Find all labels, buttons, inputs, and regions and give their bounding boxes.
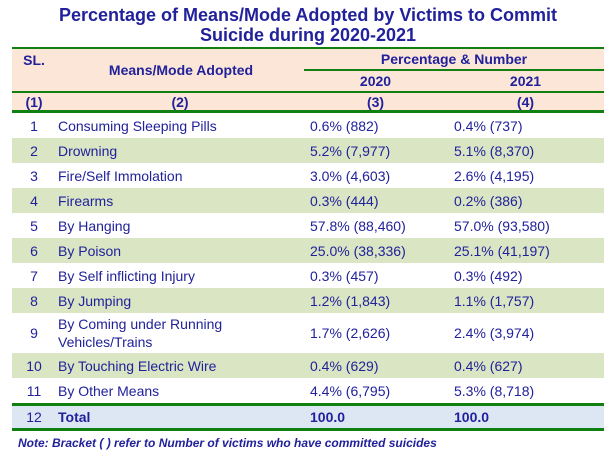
- cell-means: By Other Means: [58, 382, 160, 399]
- column-header-2021: 2021: [509, 73, 542, 89]
- column-index-row: (1) (2) (3) (4): [12, 93, 604, 110]
- total-top-border: [12, 403, 604, 406]
- column-index-4: (4): [516, 93, 535, 110]
- page-title: Percentage of Means/Mode Adopted by Vict…: [0, 0, 616, 45]
- header-group-underline: [304, 69, 604, 71]
- cell-2020: 25.0% (38,336): [310, 242, 406, 259]
- cell-total-label: Total: [58, 409, 91, 425]
- cell-sl: 7: [30, 267, 38, 284]
- table-bottom-border: [12, 428, 604, 431]
- cell-means: By Poison: [58, 242, 122, 259]
- cell-2021: 0.4% (737): [454, 117, 523, 134]
- table-row: 4 Firearms 0.3% (444) 0.2% (386): [12, 188, 604, 213]
- cell-means: Fire/Self Immolation: [58, 167, 183, 184]
- cell-2020: 1.7% (2,626): [310, 325, 391, 341]
- index-row-divider: [12, 110, 604, 113]
- cell-2020: 57.8% (88,460): [310, 217, 406, 234]
- cell-2020: 0.4% (629): [310, 357, 379, 374]
- cell-2020: 0.3% (444): [310, 192, 379, 209]
- cell-2021: 5.1% (8,370): [454, 142, 535, 159]
- cell-sl: 4: [30, 192, 38, 209]
- table-top-border: [12, 47, 604, 49]
- cell-2020: 0.3% (457): [310, 267, 379, 284]
- table-row: 6 By Poison 25.0% (38,336) 25.1% (41,197…: [12, 238, 604, 263]
- cell-sl: 10: [26, 357, 42, 374]
- cell-sl: 9: [30, 325, 38, 341]
- cell-2021: 1.1% (1,757): [454, 292, 535, 309]
- cell-2021-total: 100.0: [454, 409, 490, 425]
- column-header-2020: 2020: [359, 73, 392, 89]
- cell-2021: 2.4% (3,974): [454, 325, 535, 341]
- cell-2020: 4.4% (6,795): [310, 382, 391, 399]
- cell-sl: 1: [30, 117, 38, 134]
- column-header-means: Means/Mode Adopted: [108, 62, 254, 78]
- cell-sl: 3: [30, 167, 38, 184]
- column-header-group: Percentage & Number 2020 2021: [304, 49, 604, 91]
- cell-means: By Self inflicting Injury: [58, 267, 195, 284]
- table-header-row: SL. Means/Mode Adopted Percentage & Numb…: [12, 49, 604, 91]
- column-index-1: (1): [25, 93, 43, 110]
- cell-means: By Coming under Running Vehicles/Trains: [58, 316, 223, 350]
- cell-2021: 2.6% (4,195): [454, 167, 535, 184]
- column-index-2: (2): [171, 93, 189, 110]
- cell-sl: 8: [30, 292, 38, 309]
- cell-sl: 11: [26, 382, 42, 399]
- table-row: 5 By Hanging 57.8% (88,460) 57.0% (93,58…: [12, 213, 604, 238]
- page-title-line1: Percentage of Means/Mode Adopted by Vict…: [58, 5, 558, 25]
- cell-means: By Touching Electric Wire: [58, 357, 217, 374]
- header-divider: [12, 91, 604, 93]
- cell-means: Drowning: [58, 142, 118, 159]
- cell-sl: 5: [30, 217, 38, 234]
- total-row: 12 Total 100.0 100.0: [12, 406, 604, 428]
- cell-2021: 25.1% (41,197): [454, 242, 550, 259]
- cell-2020: 5.2% (7,977): [310, 142, 391, 159]
- column-header-percentage-number: Percentage & Number: [380, 51, 528, 67]
- cell-2021: 0.4% (627): [454, 357, 523, 374]
- cell-2021: 0.3% (492): [454, 267, 523, 284]
- table-row: 8 By Jumping 1.2% (1,843) 1.1% (1,757): [12, 288, 604, 313]
- column-header-sl: SL.: [23, 52, 45, 68]
- cell-means: By Jumping: [58, 292, 132, 309]
- footnote: Note: Bracket ( ) refer to Number of vic…: [18, 436, 437, 450]
- year-header-row: 2020 2021: [304, 71, 604, 91]
- data-table: SL. Means/Mode Adopted Percentage & Numb…: [12, 47, 604, 431]
- table-row: 10 By Touching Electric Wire 0.4% (629) …: [12, 353, 604, 378]
- table-body: 1 Consuming Sleeping Pills 0.6% (882) 0.…: [12, 113, 604, 403]
- cell-2021: 0.2% (386): [454, 192, 523, 209]
- cell-sl: 2: [30, 142, 38, 159]
- cell-means: By Hanging: [58, 217, 131, 234]
- cell-2020-total: 100.0: [310, 409, 346, 425]
- cell-2021: 5.3% (8,718): [454, 382, 535, 399]
- cell-means: Firearms: [58, 192, 114, 209]
- cell-means: Consuming Sleeping Pills: [58, 117, 217, 134]
- cell-2020: 0.6% (882): [310, 117, 379, 134]
- table-row: 1 Consuming Sleeping Pills 0.6% (882) 0.…: [12, 113, 604, 138]
- cell-sl: 6: [30, 242, 38, 259]
- table-row: 3 Fire/Self Immolation 3.0% (4,603) 2.6%…: [12, 163, 604, 188]
- page-title-line2: Suicide during 2020-2021: [199, 25, 417, 45]
- column-index-3: (3): [366, 93, 385, 110]
- table-row: 7 By Self inflicting Injury 0.3% (457) 0…: [12, 263, 604, 288]
- cell-2021: 57.0% (93,580): [454, 217, 550, 234]
- table-row: 9 By Coming under Running Vehicles/Train…: [12, 313, 604, 353]
- cell-2020: 3.0% (4,603): [310, 167, 391, 184]
- table-row: 11 By Other Means 4.4% (6,795) 5.3% (8,7…: [12, 378, 604, 403]
- cell-2020: 1.2% (1,843): [310, 292, 391, 309]
- table-row: 2 Drowning 5.2% (7,977) 5.1% (8,370): [12, 138, 604, 163]
- cell-sl: 12: [26, 409, 42, 425]
